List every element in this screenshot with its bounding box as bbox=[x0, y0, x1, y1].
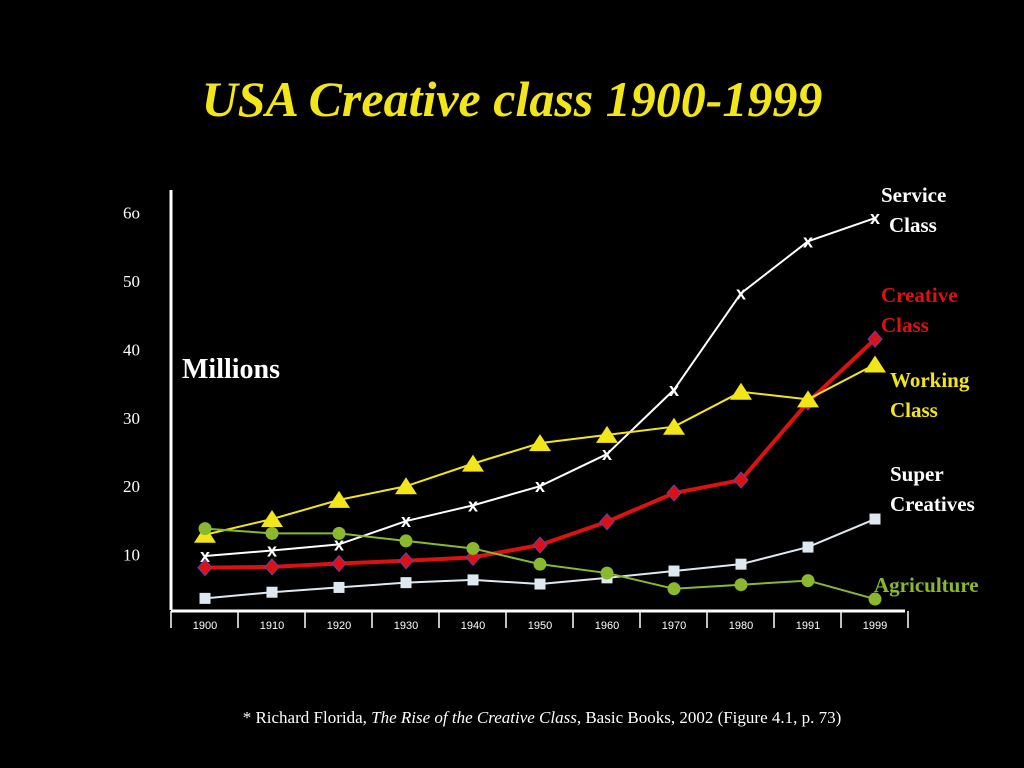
legend-label: Creative bbox=[881, 283, 958, 307]
y-tick-label: 20 bbox=[123, 477, 140, 496]
legend-label: Working bbox=[890, 368, 970, 392]
data-point bbox=[332, 526, 346, 540]
legend-label: Super bbox=[890, 462, 944, 486]
data-point: x bbox=[535, 476, 545, 496]
source-caption: * Richard Florida, The Rise of the Creat… bbox=[0, 708, 1024, 728]
data-point bbox=[331, 554, 347, 573]
series-agriculture bbox=[198, 522, 882, 606]
legend-label: Class bbox=[881, 313, 929, 337]
y-tick-label: 50 bbox=[123, 272, 140, 291]
data-point bbox=[801, 574, 815, 588]
legend-label: Creatives bbox=[890, 492, 975, 516]
caption-prefix: * Richard Florida, bbox=[242, 708, 372, 727]
series-line bbox=[204, 217, 876, 557]
data-point bbox=[797, 390, 819, 408]
x-tick-label: 1920 bbox=[327, 620, 351, 632]
data-point: x bbox=[401, 511, 411, 531]
caption-book-title: The Rise of the Creative Class bbox=[371, 708, 577, 727]
data-point: x bbox=[334, 534, 344, 554]
chart-title: USA Creative class 1900-1999 bbox=[201, 71, 823, 127]
y-tick-label: 40 bbox=[123, 340, 140, 359]
data-point bbox=[534, 578, 546, 590]
data-point: x bbox=[602, 444, 612, 464]
data-point: x bbox=[669, 380, 679, 400]
legend-label: Service bbox=[881, 183, 946, 207]
data-point bbox=[864, 355, 886, 373]
legend: Service Class Creative Class Working Class Sup… bbox=[874, 183, 979, 597]
x-tick-label: 1900 bbox=[193, 620, 217, 632]
series-creative-class bbox=[197, 330, 883, 577]
data-point bbox=[264, 558, 280, 576]
data-point bbox=[395, 477, 417, 495]
x-tick-label: 1930 bbox=[394, 620, 418, 632]
y-tick-label: 10 bbox=[123, 546, 140, 565]
x-tick-labels: 1900 1910 1920 1930 1940 1950 1960 1970 1980 1991… bbox=[193, 620, 887, 632]
data-point bbox=[198, 522, 212, 536]
data-point bbox=[802, 541, 814, 553]
data-point bbox=[666, 484, 682, 502]
data-point bbox=[668, 565, 680, 577]
data-point bbox=[328, 490, 350, 508]
y-axis-label: Millions bbox=[182, 354, 280, 385]
data-point bbox=[734, 578, 748, 592]
y-tick-labels: 10 20 30 40 50 6o bbox=[123, 204, 140, 565]
data-point bbox=[735, 558, 747, 570]
data-point bbox=[398, 551, 414, 570]
data-point bbox=[867, 330, 883, 348]
data-point: x bbox=[736, 283, 746, 303]
data-point: x bbox=[267, 540, 277, 560]
data-point bbox=[466, 541, 480, 555]
y-tick-label: 6o bbox=[123, 204, 140, 223]
data-point bbox=[532, 536, 548, 554]
data-point bbox=[199, 592, 211, 604]
data-point bbox=[261, 510, 283, 528]
data-point bbox=[599, 513, 615, 531]
data-point bbox=[869, 513, 881, 525]
data-point: x bbox=[200, 546, 210, 566]
data-point bbox=[600, 566, 614, 580]
caption-suffix: , Basic Books, 2002 (Figure 4.1, p. 73) bbox=[576, 708, 842, 727]
x-tick-label: 1980 bbox=[729, 620, 753, 632]
data-point bbox=[197, 558, 213, 577]
chart-axes bbox=[169, 190, 909, 628]
x-tick-label: 1991 bbox=[796, 620, 820, 632]
series-working-class bbox=[194, 355, 886, 543]
x-tick-label: 1950 bbox=[528, 620, 552, 632]
data-point bbox=[399, 534, 413, 548]
x-tick-label: 1940 bbox=[461, 620, 485, 632]
data-point: x bbox=[803, 231, 813, 251]
data-point bbox=[596, 425, 618, 443]
data-point bbox=[266, 586, 278, 598]
legend-label: Class bbox=[889, 213, 937, 237]
data-point: x bbox=[468, 495, 478, 515]
data-point bbox=[462, 454, 484, 472]
x-tick-label: 1910 bbox=[260, 620, 284, 632]
data-point bbox=[467, 574, 479, 586]
legend-label: Agriculture bbox=[874, 573, 979, 597]
data-point bbox=[265, 526, 279, 540]
data-point bbox=[663, 417, 685, 435]
legend-label: Class bbox=[890, 398, 938, 422]
series-service-class: x x x x x x x x x x x bbox=[200, 208, 880, 566]
data-point bbox=[529, 434, 551, 452]
data-point bbox=[730, 382, 752, 400]
data-point bbox=[400, 577, 412, 589]
x-tick-label: 1970 bbox=[662, 620, 686, 632]
data-point bbox=[868, 592, 882, 606]
y-tick-label: 30 bbox=[123, 409, 140, 428]
data-point bbox=[333, 581, 345, 593]
x-tick-label: 1999 bbox=[863, 620, 887, 632]
data-point bbox=[733, 471, 749, 489]
data-point: x bbox=[870, 208, 880, 228]
series-group: x x x x x x x x x x x bbox=[194, 208, 886, 606]
data-point bbox=[667, 582, 681, 596]
data-point bbox=[533, 557, 547, 571]
x-tick-label: 1960 bbox=[595, 620, 619, 632]
